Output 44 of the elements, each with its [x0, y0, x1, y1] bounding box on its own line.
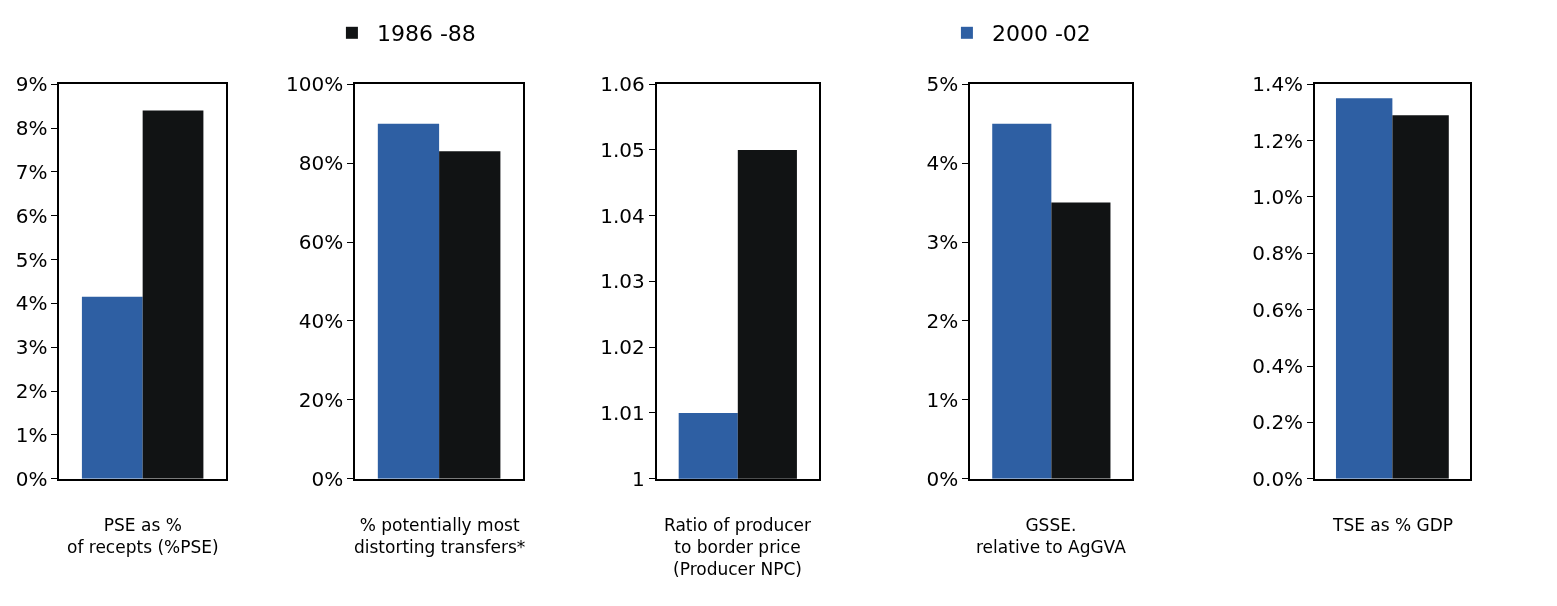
y-tick-label: 1.02: [600, 335, 645, 360]
y-tick-label: 1.03: [600, 269, 645, 294]
y-tick-label: 5%: [15, 247, 48, 272]
y-tick-label: 1.0%: [1252, 184, 1304, 209]
y-tick-label: 1.2%: [1252, 128, 1304, 153]
y-tick-label: 80%: [298, 151, 344, 176]
y-tick-label: 5%: [926, 72, 959, 97]
y-tick-label: 1.01: [600, 401, 645, 425]
y-tick-label: 0.8%: [1252, 241, 1304, 266]
x-axis-title: PSE as % of recepts (%PSE): [67, 515, 219, 558]
y-tick-label: 1%: [15, 422, 48, 447]
y-tick-label: 0.0%: [1252, 466, 1304, 491]
y-tick-label: 1.05: [600, 137, 645, 162]
y-tick-label: 9%: [15, 72, 48, 97]
y-tick-label: 1.06: [600, 72, 645, 97]
y-tick-label: 0.4%: [1252, 354, 1304, 379]
y-tick-label: 2%: [15, 379, 48, 404]
y-tick-label: 1.4%: [1252, 72, 1304, 97]
y-tick-label: 2%: [926, 308, 959, 333]
x-axis-title: TSE as % GDP: [1332, 515, 1454, 535]
y-tick-label: 7%: [15, 159, 48, 184]
y-tick-label: 60%: [298, 230, 344, 255]
y-tick-label: 0.6%: [1252, 297, 1304, 322]
y-tick-label: 1%: [926, 387, 959, 412]
y-tick-label: 6%: [15, 203, 48, 228]
x-axis-title: % potentially most distorting transfers*: [354, 515, 526, 558]
y-tick-label: 3%: [926, 230, 959, 255]
y-tick-label: 4%: [926, 151, 959, 176]
x-axis-title: GSSE. relative to AgGVA: [976, 515, 1127, 558]
legend-label: 1986 -88: [376, 21, 476, 47]
y-tick-label: 100%: [285, 72, 344, 97]
legend-label: 2000 -02: [991, 21, 1091, 47]
x-axis-title: Ratio of producer to border price (Producer NPC): [664, 515, 812, 580]
y-tick-label: 20%: [298, 387, 344, 412]
y-tick-label: 4%: [15, 291, 48, 316]
y-tick-label: 1.04: [600, 203, 645, 228]
y-tick-label: 0%: [311, 466, 344, 491]
y-tick-label: 3%: [15, 335, 48, 360]
y-tick-label: 0%: [926, 466, 959, 491]
y-tick-label: 0%: [15, 466, 48, 491]
y-tick-label: 40%: [298, 308, 344, 333]
y-tick-label: 8%: [15, 116, 48, 141]
y-tick-label: 1: [632, 466, 645, 491]
y-tick-label: 0.2%: [1252, 410, 1304, 435]
